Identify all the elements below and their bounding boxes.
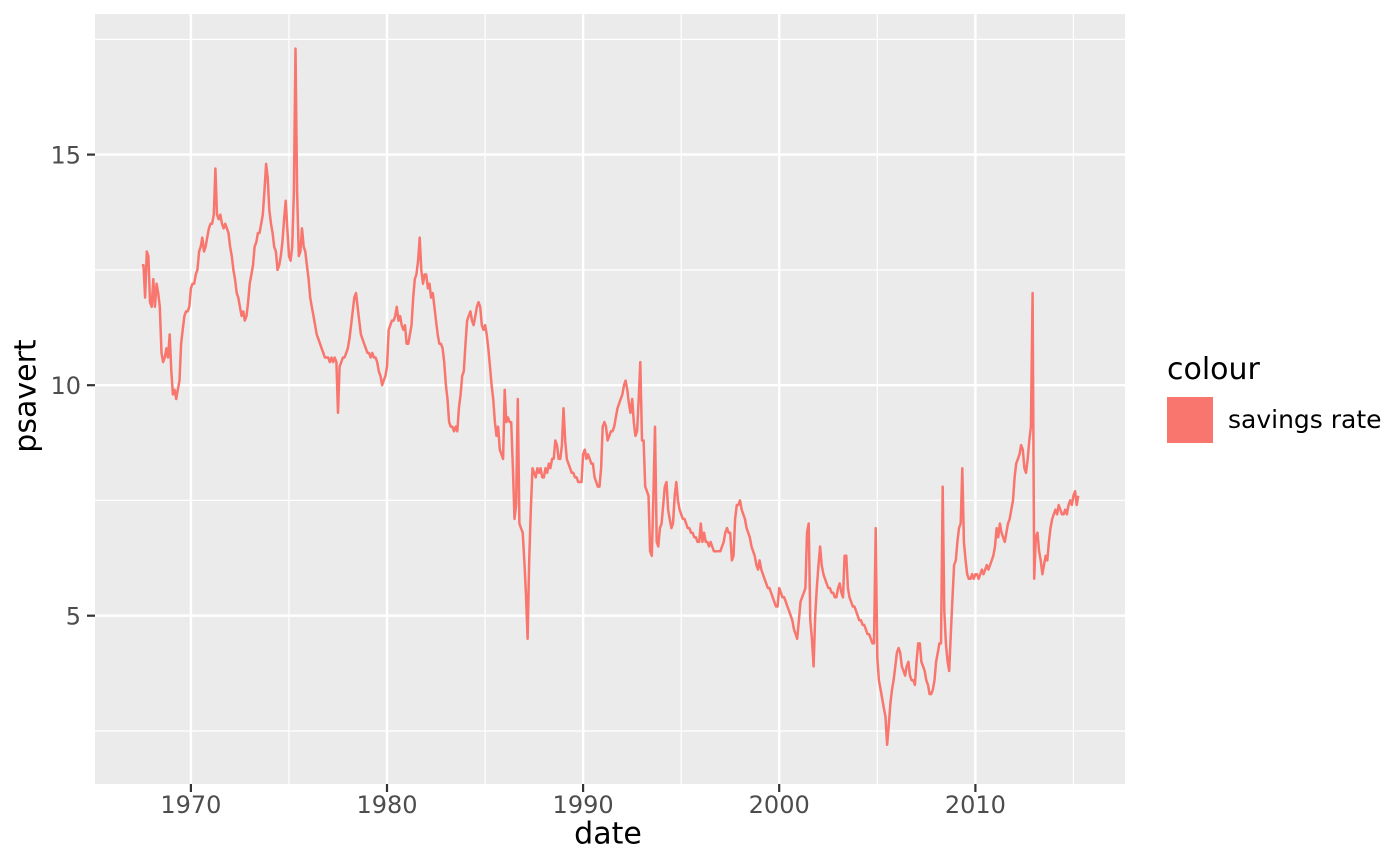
x-axis-title: date	[574, 816, 642, 852]
legend-key-swatch	[1167, 397, 1213, 443]
y-tick-label: 5	[66, 603, 81, 631]
panel-background	[95, 14, 1125, 784]
series-line-savings-rate	[141, 47, 1080, 747]
y-tick-label: 15	[50, 142, 81, 170]
x-tick-label: 2000	[749, 791, 810, 819]
x-tick-label: 2010	[945, 791, 1006, 819]
x-tick-label: 1970	[160, 791, 221, 819]
x-tick-label: 1990	[553, 791, 614, 819]
x-tick-label: 1980	[356, 791, 417, 819]
y-axis-title: psavert	[8, 339, 44, 453]
legend-title: colour	[1167, 352, 1260, 387]
y-tick-label: 10	[50, 372, 81, 400]
legend-entry-label: savings rate	[1228, 405, 1382, 434]
